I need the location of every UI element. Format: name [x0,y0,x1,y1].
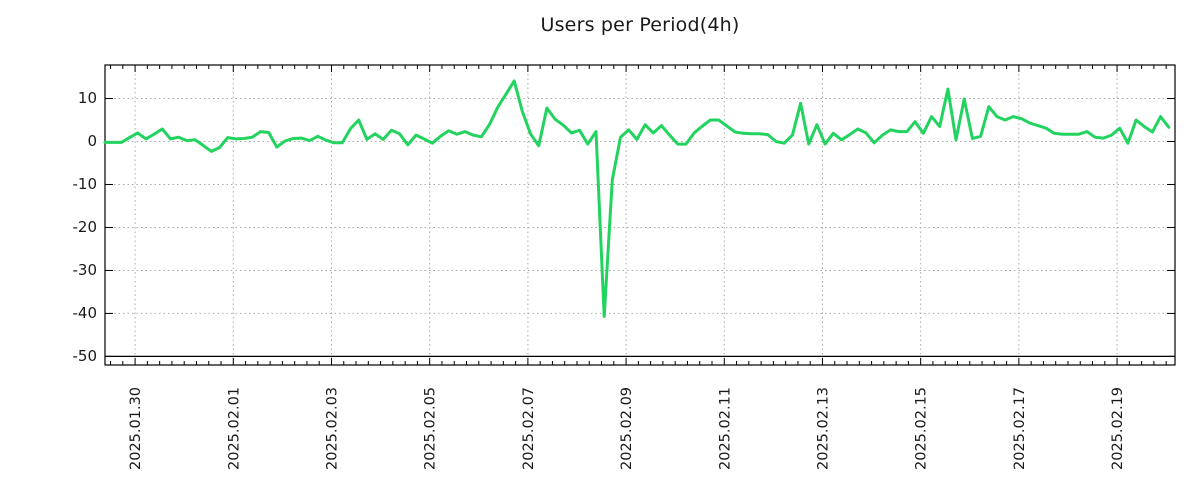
x-tick-label: 2025.02.19 [1110,387,1126,470]
x-tick-label: 2025.02.13 [815,387,831,470]
ticks [105,65,1175,365]
x-tick-label: 2025.02.07 [521,387,537,470]
y-tick-label: -30 [73,261,98,279]
y-tick-label: 0 [87,132,97,150]
x-tick-label: 2025.02.11 [717,387,733,470]
y-tick-labels: 10 0 -10 -20 -30 -40 -50 [73,89,98,365]
chart-title: Users per Period(4h) [540,14,740,36]
y-tick-label: 10 [78,89,97,107]
gridlines [105,65,1175,365]
x-tick-label: 2025.02.01 [226,387,242,470]
x-tick-label: 2025.01.30 [128,387,144,470]
y-tick-label: -20 [73,218,98,236]
series-line [103,79,1171,318]
x-tick-label: 2025.02.17 [1012,387,1028,470]
plot-frame [104,64,1176,366]
x-tick-label: 2025.02.05 [423,387,439,470]
x-tick-label: 2025.02.09 [619,387,635,470]
x-tick-labels: 2025.01.30 2025.02.01 2025.02.03 2025.02.05… [128,387,1126,470]
y-tick-label: -10 [73,175,98,193]
x-tick-label: 2025.02.03 [324,387,340,470]
x-tick-label: 2025.02.15 [914,387,930,470]
y-tick-label: -50 [73,347,98,365]
y-tick-label: -40 [73,304,98,322]
